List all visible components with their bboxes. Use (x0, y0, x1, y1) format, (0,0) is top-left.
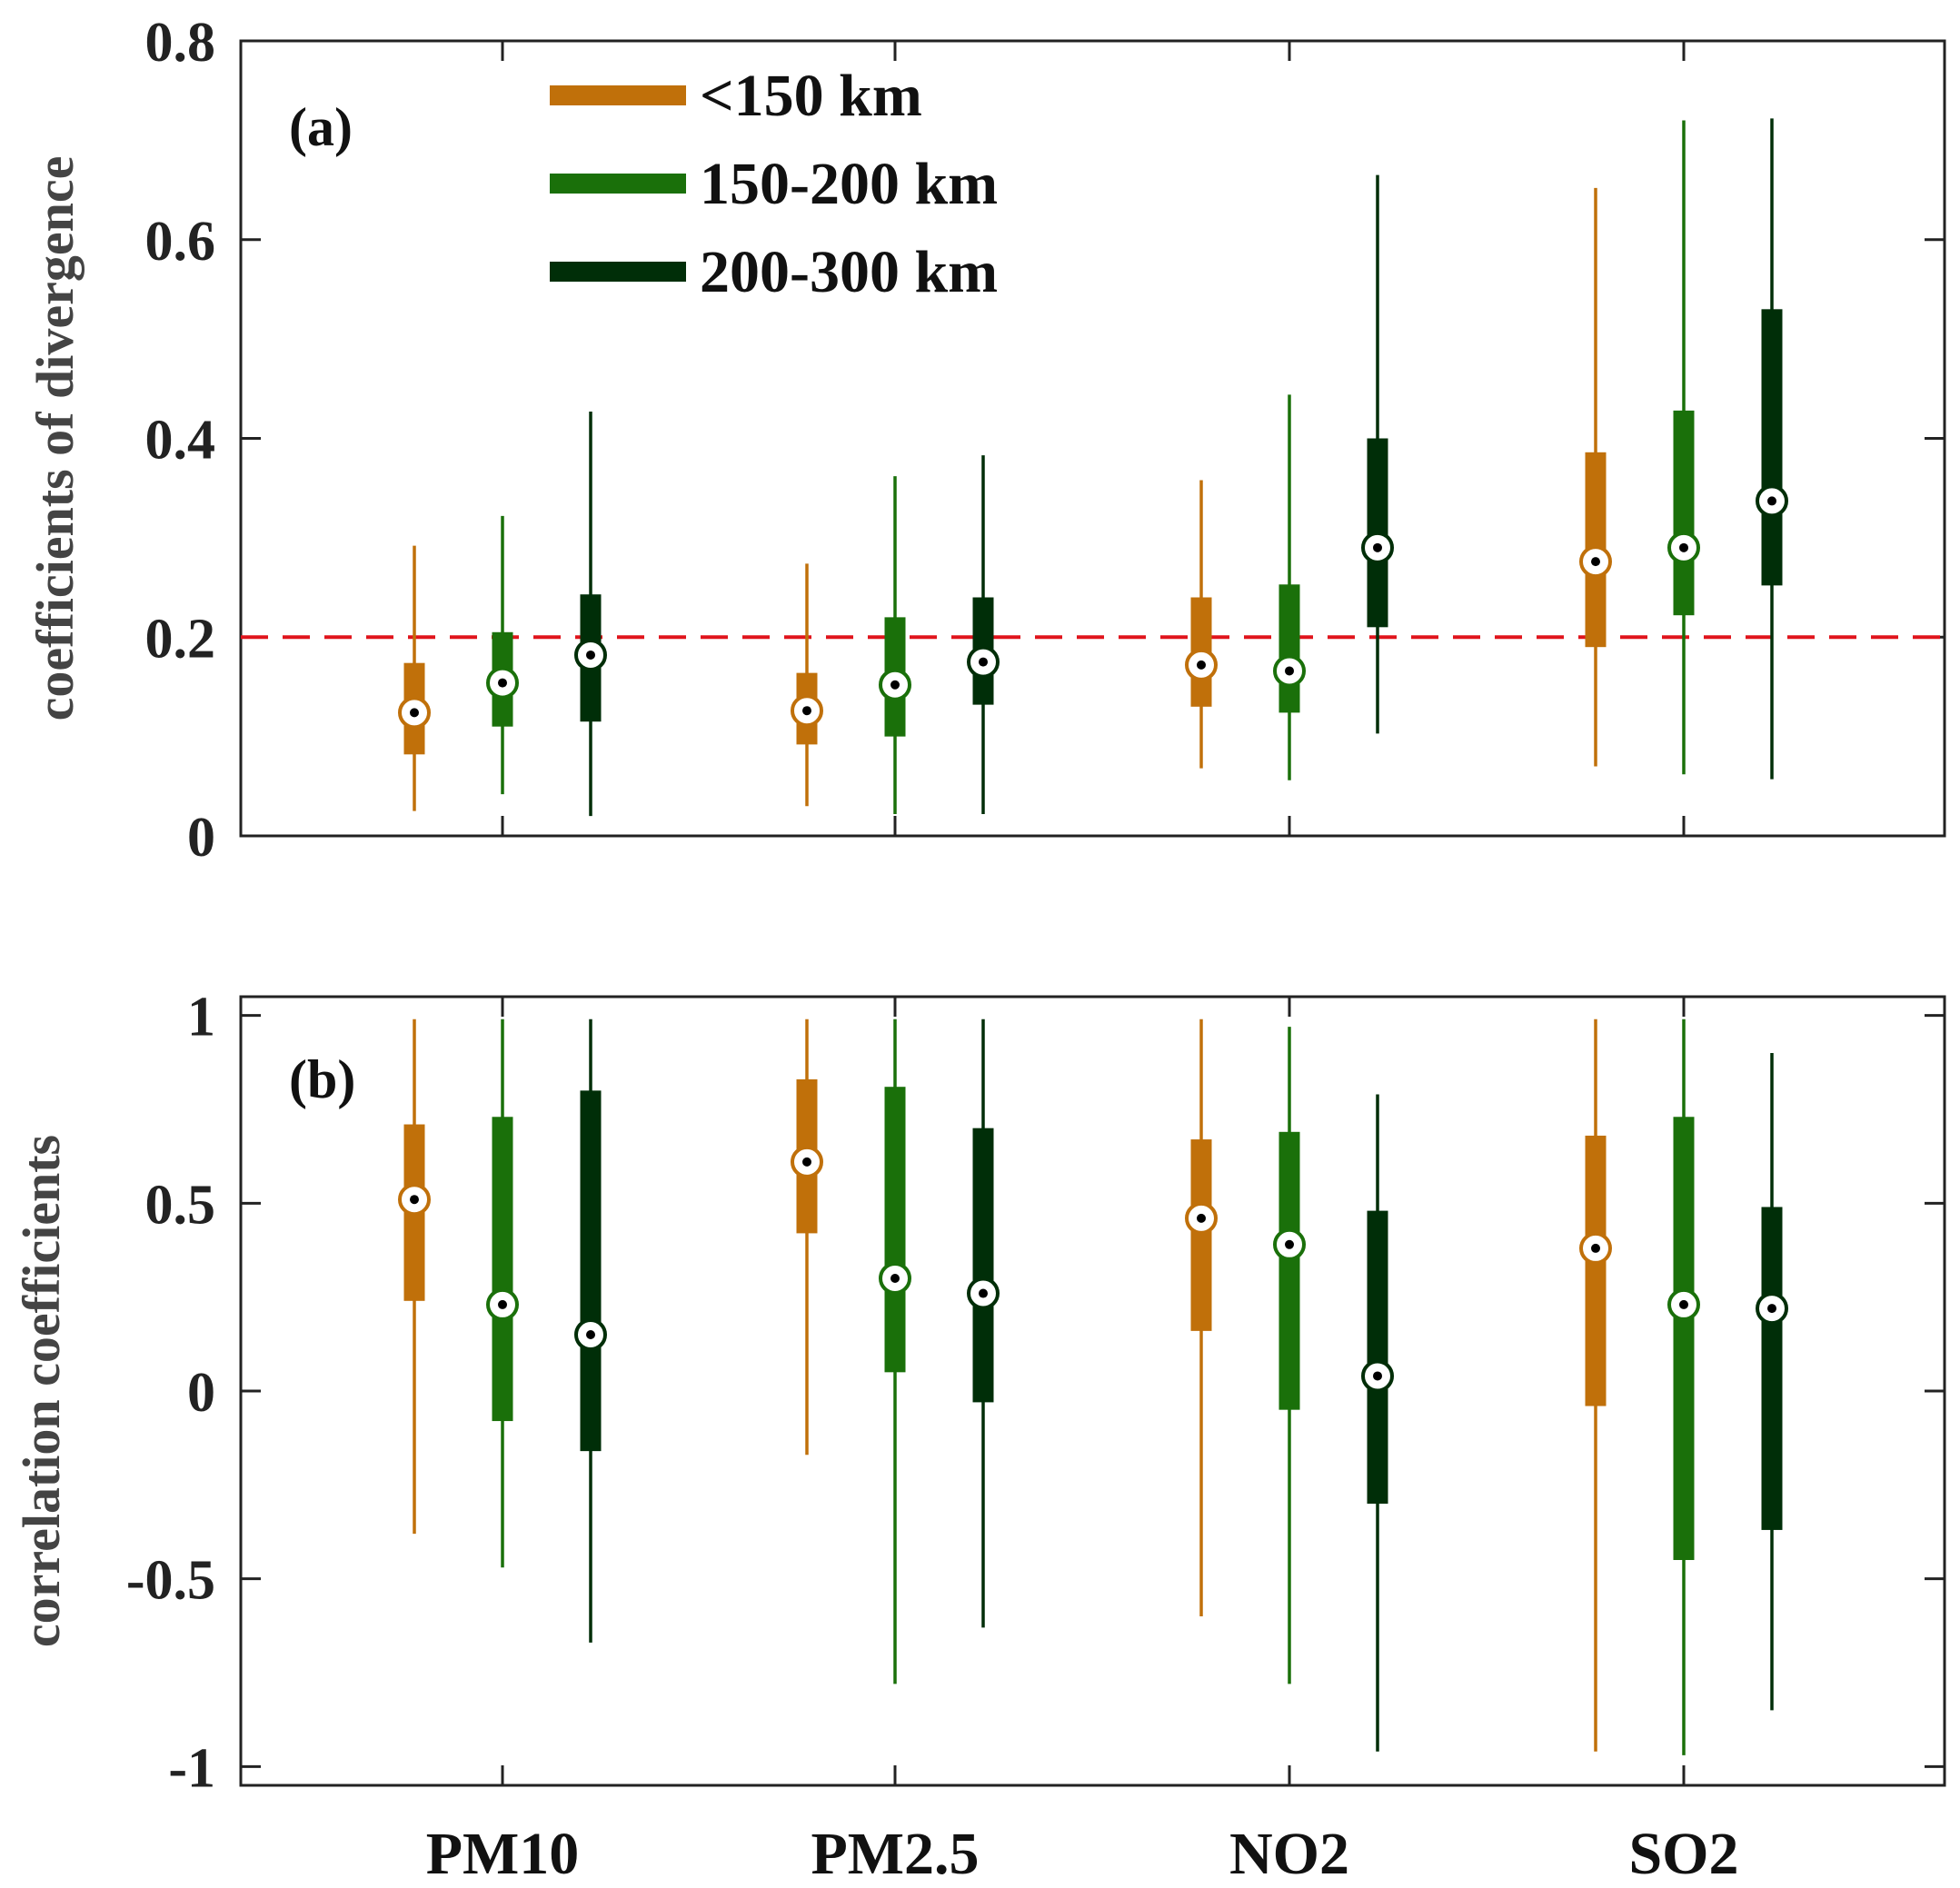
y-tick-label: 0.8 (145, 12, 216, 74)
y-tick-label: 1 (187, 987, 215, 1048)
box-NO2-1 (1273, 394, 1306, 780)
box-PM2.5-2 (967, 455, 1000, 814)
box-SO2-2 (1756, 118, 1788, 780)
median-dot (586, 650, 595, 660)
box-PM2.5-1 (879, 476, 911, 814)
box-PM10-1 (486, 515, 519, 795)
legend-label: 150-200 km (700, 151, 998, 217)
box-PM10-2 (574, 1019, 607, 1643)
legend-label: 200-300 km (700, 239, 998, 305)
legend-label: <150 km (700, 63, 922, 129)
x-category-label: PM2.5 (811, 1821, 979, 1887)
box-PM10-0 (398, 545, 431, 811)
box-SO2-1 (1667, 120, 1700, 775)
box-PM2.5-0 (791, 563, 823, 807)
box-iqr (1278, 1131, 1300, 1410)
y-tick-label: 0.5 (145, 1174, 216, 1236)
median-dot (1285, 1239, 1294, 1249)
median-dot (1197, 660, 1206, 670)
box-NO2-2 (1361, 174, 1394, 734)
median-dot (1285, 666, 1294, 676)
median-dot (802, 1157, 811, 1167)
median-dot (586, 1330, 595, 1339)
box-iqr (884, 1087, 906, 1373)
box-SO2-2 (1756, 1053, 1788, 1711)
panel-b: -1 -0.5 0 0.5 1 correlation coefficients (b) (12, 987, 1946, 1799)
y-axis-label: correlation coefficients (12, 1135, 71, 1647)
y-tick-label: 0.2 (145, 608, 216, 670)
median-dot (498, 1299, 507, 1309)
box-PM2.5-1 (879, 1019, 911, 1684)
box-iqr (1585, 1135, 1607, 1406)
y-tick-label: 0 (187, 1362, 215, 1424)
y-tick-label: 0.6 (145, 211, 216, 273)
box-iqr (492, 1117, 513, 1422)
box-iqr (1761, 309, 1783, 586)
box-SO2-1 (1667, 1019, 1700, 1755)
median-dot (1591, 1243, 1600, 1253)
median-dot (1767, 1304, 1776, 1314)
median-dot (1591, 557, 1600, 567)
box-PM10-2 (574, 411, 607, 817)
box-SO2-0 (1579, 187, 1612, 767)
median-dot (410, 1195, 419, 1205)
box-iqr (1761, 1207, 1783, 1530)
median-dot (802, 706, 811, 716)
median-dot (1679, 1299, 1688, 1309)
median-dot (890, 680, 900, 690)
x-category-label: NO2 (1229, 1821, 1349, 1887)
box-iqr (1367, 1210, 1388, 1504)
median-dot (1373, 1371, 1382, 1381)
box-iqr (1190, 1139, 1212, 1331)
box-NO2-1 (1273, 1027, 1306, 1684)
median-dot (1373, 542, 1382, 552)
box-iqr (1278, 584, 1300, 713)
box-PM2.5-0 (791, 1019, 823, 1456)
median-dot (890, 1274, 900, 1283)
x-category-label: SO2 (1628, 1821, 1738, 1887)
box-PM10-0 (398, 1019, 431, 1535)
x-category-label: PM10 (426, 1821, 580, 1887)
y-tick-label: -0.5 (126, 1550, 215, 1612)
y-axis-label: coefficients of divergence (25, 156, 85, 721)
median-dot (1767, 496, 1776, 506)
median-dot (410, 708, 419, 718)
median-dot (979, 657, 988, 667)
box-PM10-1 (486, 1019, 519, 1568)
y-tick-label: 0.4 (145, 410, 216, 472)
box-PM2.5-2 (967, 1019, 1000, 1628)
y-tick-label: -1 (168, 1737, 215, 1799)
y-tick-label: 0 (187, 807, 215, 869)
box-NO2-2 (1361, 1094, 1394, 1752)
panel-label: (a) (289, 97, 353, 157)
median-dot (1197, 1213, 1206, 1223)
median-dot (498, 678, 507, 688)
box-iqr (1673, 1117, 1695, 1560)
median-dot (1679, 542, 1688, 552)
panel-a: 0 0.2 0.4 0.6 0.8 coefficients of divergence (… (25, 12, 1946, 869)
median-dot (979, 1288, 988, 1298)
box-SO2-0 (1579, 1019, 1612, 1752)
box-NO2-0 (1185, 1019, 1218, 1616)
box-NO2-0 (1185, 480, 1218, 769)
box-iqr (972, 1128, 994, 1403)
box-iqr (1673, 410, 1695, 616)
box-iqr (580, 1090, 602, 1452)
panel-label: (b) (289, 1049, 355, 1109)
